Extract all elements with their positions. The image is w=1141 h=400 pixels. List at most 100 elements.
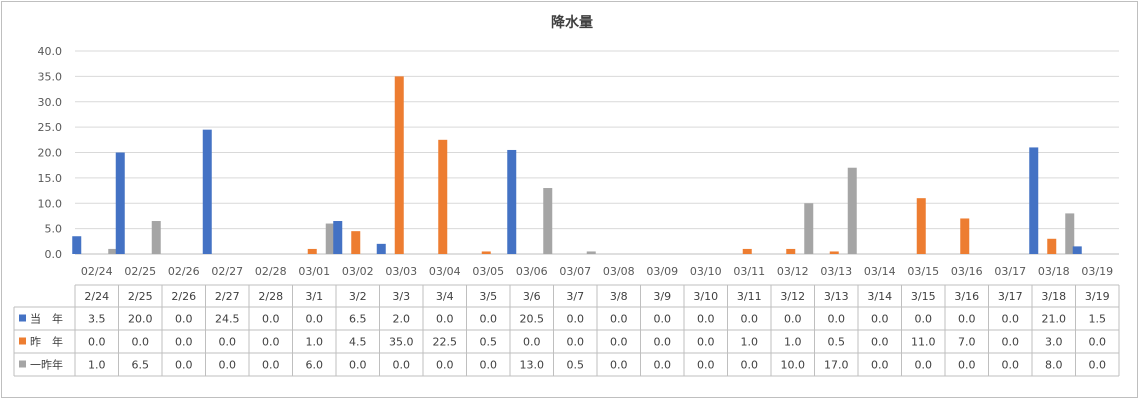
table-value-cell: 0.0 (306, 313, 324, 326)
x-tick-label: 03/01 (298, 265, 330, 278)
bar (847, 167, 857, 254)
table-header-cell: 3/4 (436, 290, 454, 303)
bar (72, 236, 82, 254)
table-value-cell: 0.0 (175, 359, 193, 372)
table-header-cell: 2/26 (171, 290, 196, 303)
table-value-cell: 3.0 (1045, 336, 1063, 349)
bars (72, 76, 1082, 254)
bar (351, 231, 361, 254)
table-value-cell: 17.0 (824, 359, 849, 372)
grid-lines (75, 50, 1119, 255)
table-value-cell: 0.5 (828, 336, 846, 349)
bar (115, 152, 125, 254)
table-value-cell: 20.5 (520, 313, 545, 326)
table-value-cell: 0.0 (784, 313, 802, 326)
y-tick-label: 40.0 (38, 45, 63, 58)
table-value-cell: 0.0 (567, 336, 585, 349)
table-value-cell: 0.0 (1002, 359, 1020, 372)
table-value-cell: 0.0 (349, 359, 367, 372)
y-tick-label: 5.0 (45, 223, 63, 236)
table-value-cell: 0.0 (1002, 313, 1020, 326)
y-tick-label: 20.0 (38, 147, 63, 160)
bar (543, 188, 553, 254)
table-value-cell: 0.0 (1089, 359, 1107, 372)
table-value-cell: 1.0 (88, 359, 106, 372)
table-value-cell: 0.0 (567, 313, 585, 326)
x-tick-label: 03/07 (559, 265, 591, 278)
x-tick-label: 03/08 (603, 265, 635, 278)
bar (394, 76, 404, 254)
table-value-cell: 0.0 (262, 336, 280, 349)
table-header-cell: 3/13 (824, 290, 849, 303)
bar (481, 251, 491, 254)
table-value-cell: 22.5 (433, 336, 458, 349)
table-value-cell: 0.0 (871, 359, 889, 372)
bar (108, 248, 118, 254)
bar (1029, 147, 1039, 254)
table-value-cell: 0.0 (741, 313, 759, 326)
bar (960, 218, 970, 254)
table-value-cell: 6.0 (306, 359, 324, 372)
table-value-cell: 2.0 (393, 313, 411, 326)
bar (916, 198, 926, 254)
series-label: 一昨年 (30, 358, 63, 372)
table-header-cell: 3/7 (566, 290, 584, 303)
x-tick-label: 03/19 (1081, 265, 1113, 278)
table-value-cell: 0.0 (175, 313, 193, 326)
x-axis: 02/24 02/25 02/26 02/27 02/28 03/01 03/02 03/03… (81, 265, 1113, 278)
table-value-cell: 0.5 (480, 336, 498, 349)
table-value-cell: 0.0 (958, 359, 976, 372)
bar (325, 223, 335, 254)
bar (804, 203, 814, 254)
y-tick-label: 10.0 (38, 197, 63, 210)
table-value-cell: 10.0 (781, 359, 806, 372)
table-header-cell: 3/14 (867, 290, 892, 303)
table-value-cell: 0.0 (1002, 336, 1020, 349)
table-value-cell: 0.0 (697, 359, 715, 372)
bar (376, 243, 386, 254)
table-value-cell: 13.0 (520, 359, 545, 372)
chart-title: 降水量 (551, 14, 593, 31)
table-header-cell: 3/9 (653, 290, 671, 303)
table-value-cell: 6.5 (349, 313, 367, 326)
table-value-cell: 0.0 (610, 359, 628, 372)
y-tick-label: 0.0 (45, 248, 63, 261)
table-value-cell: 35.0 (389, 336, 414, 349)
legend-key (19, 314, 26, 322)
table-header-cell: 2/24 (84, 290, 109, 303)
x-tick-label: 03/15 (907, 265, 939, 278)
table-header-cell: 3/17 (998, 290, 1023, 303)
table-value-cell: 0.0 (523, 336, 541, 349)
table-value-cell: 1.0 (784, 336, 802, 349)
table-value-cell: 4.5 (349, 336, 367, 349)
table-header-cell: 3/18 (1041, 290, 1066, 303)
x-tick-label: 03/06 (516, 265, 548, 278)
legend-key (19, 337, 26, 345)
bar (1065, 213, 1075, 254)
bar (1047, 238, 1057, 254)
table-header-cell: 3/11 (737, 290, 762, 303)
table-value-cell: 0.0 (915, 313, 933, 326)
table-header-cell: 3/15 (911, 290, 936, 303)
x-tick-label: 02/25 (124, 265, 156, 278)
table-value-cell: 6.5 (132, 359, 150, 372)
table-header-cell: 3/2 (349, 290, 367, 303)
table-value-cell: 0.0 (480, 359, 498, 372)
table-header-cell: 3/3 (392, 290, 410, 303)
series-label: 昨 年 (30, 335, 63, 349)
table-value-cell: 20.0 (128, 313, 153, 326)
bar (1072, 246, 1082, 254)
table-value-cell: 0.0 (132, 336, 150, 349)
table-header-cell: 2/27 (215, 290, 240, 303)
table-value-cell: 0.0 (654, 313, 672, 326)
x-tick-label: 03/13 (820, 265, 852, 278)
x-tick-label: 03/12 (777, 265, 809, 278)
table-value-cell: 21.0 (1042, 313, 1067, 326)
x-tick-label: 03/18 (1038, 265, 1070, 278)
table-value-cell: 0.0 (262, 359, 280, 372)
table-value-cell: 0.0 (610, 336, 628, 349)
table-value-cell: 0.0 (480, 313, 498, 326)
data-table: 2/24 2/25 2/26 2/27 2/28 3/1 3/2 3/3 3/4 3/5 3/6 3/… (13, 284, 1120, 377)
